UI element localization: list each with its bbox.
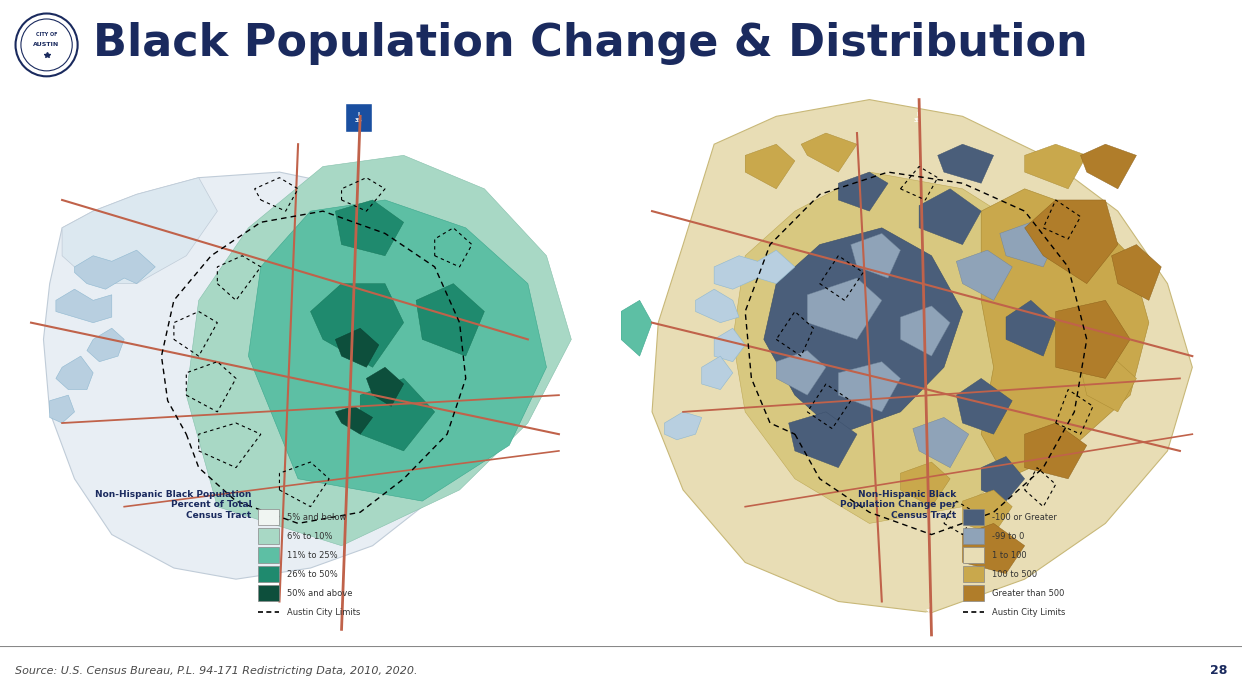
Text: Source: U.S. Census Bureau, P.L. 94-171 Redistricting Data, 2010, 2020.: Source: U.S. Census Bureau, P.L. 94-171 … <box>15 666 417 676</box>
Polygon shape <box>789 412 857 468</box>
Polygon shape <box>1025 144 1087 189</box>
Polygon shape <box>1081 356 1136 412</box>
Polygon shape <box>702 356 733 390</box>
Bar <box>258 529 279 544</box>
Text: 26% to 50%: 26% to 50% <box>287 569 338 578</box>
Polygon shape <box>956 250 1012 301</box>
Text: 1 to 100: 1 to 100 <box>991 551 1026 560</box>
Polygon shape <box>1025 200 1118 283</box>
Polygon shape <box>335 406 373 434</box>
Polygon shape <box>1025 423 1087 479</box>
Polygon shape <box>1006 301 1056 356</box>
Polygon shape <box>900 306 950 356</box>
Polygon shape <box>75 250 155 290</box>
Bar <box>963 585 984 601</box>
Text: AUSTIN: AUSTIN <box>34 42 60 48</box>
Text: CITY OF: CITY OF <box>36 32 57 37</box>
Polygon shape <box>310 283 404 368</box>
Text: Austin City Limits: Austin City Limits <box>287 607 360 616</box>
Polygon shape <box>900 462 950 507</box>
Polygon shape <box>1000 223 1056 267</box>
Polygon shape <box>248 200 546 501</box>
Polygon shape <box>913 417 969 468</box>
Polygon shape <box>745 144 795 189</box>
Polygon shape <box>1112 245 1161 301</box>
Bar <box>963 567 984 582</box>
Polygon shape <box>1081 144 1136 189</box>
Text: 5% and below: 5% and below <box>287 513 347 522</box>
Polygon shape <box>360 379 435 451</box>
Polygon shape <box>1056 301 1130 379</box>
Polygon shape <box>807 278 882 339</box>
Text: 100 to 500: 100 to 500 <box>991 569 1037 578</box>
Bar <box>963 547 984 563</box>
Text: Black Population Change & Distribution: Black Population Change & Distribution <box>93 21 1088 65</box>
Text: 6% to 10%: 6% to 10% <box>287 532 333 541</box>
Bar <box>258 567 279 582</box>
Polygon shape <box>56 290 112 323</box>
Text: Non-Hispanic Black Population
Percent of Total
Census Tract: Non-Hispanic Black Population Percent of… <box>96 490 251 520</box>
Text: 50% and above: 50% and above <box>287 589 353 598</box>
Polygon shape <box>50 395 75 423</box>
Text: -100 or Greater: -100 or Greater <box>991 513 1057 522</box>
Polygon shape <box>621 301 652 356</box>
Polygon shape <box>87 328 124 361</box>
Polygon shape <box>335 328 379 368</box>
Polygon shape <box>733 172 1068 523</box>
Text: 11% to 25%: 11% to 25% <box>287 551 338 560</box>
Text: Greater than 500: Greater than 500 <box>991 589 1064 598</box>
Polygon shape <box>776 350 826 395</box>
Polygon shape <box>416 283 484 356</box>
Text: Austin City Limits: Austin City Limits <box>991 607 1066 616</box>
Polygon shape <box>714 328 745 361</box>
Bar <box>258 509 279 525</box>
Polygon shape <box>981 189 1149 479</box>
Bar <box>258 547 279 563</box>
Text: -99 to 0: -99 to 0 <box>991 532 1025 541</box>
Polygon shape <box>696 290 739 323</box>
Text: Non-Hispanic Black
Population Change per
Census Tract: Non-Hispanic Black Population Change per… <box>840 490 956 520</box>
Polygon shape <box>764 228 963 434</box>
Polygon shape <box>62 178 217 283</box>
Polygon shape <box>801 133 857 172</box>
Polygon shape <box>981 457 1025 501</box>
Polygon shape <box>963 490 1012 535</box>
Polygon shape <box>43 172 484 579</box>
Bar <box>963 529 984 544</box>
Polygon shape <box>714 250 795 290</box>
Polygon shape <box>652 100 1192 613</box>
Polygon shape <box>919 189 981 245</box>
Bar <box>963 509 984 525</box>
Polygon shape <box>838 172 888 211</box>
Polygon shape <box>938 144 994 183</box>
Polygon shape <box>186 155 571 546</box>
Polygon shape <box>335 200 404 256</box>
Bar <box>258 585 279 601</box>
Text: 28: 28 <box>1210 664 1227 677</box>
Polygon shape <box>851 234 900 278</box>
Polygon shape <box>956 379 1012 434</box>
Polygon shape <box>838 361 900 412</box>
Polygon shape <box>963 523 1025 574</box>
Polygon shape <box>366 368 404 406</box>
Polygon shape <box>664 412 702 439</box>
Polygon shape <box>56 356 93 390</box>
